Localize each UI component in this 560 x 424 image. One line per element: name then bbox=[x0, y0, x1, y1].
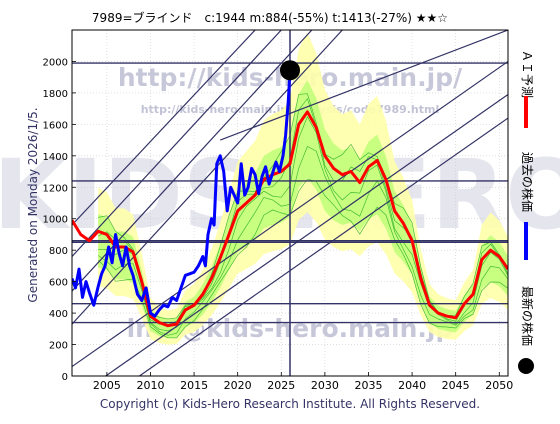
x-tick-label: 2005 bbox=[93, 379, 121, 392]
x-tick-label: 2025 bbox=[267, 379, 295, 392]
generated-note: Generated on Monday 2026/1/5. bbox=[26, 107, 40, 302]
forecast-band-line bbox=[98, 146, 508, 336]
diagonal-channel-line bbox=[72, 30, 256, 226]
legend-label-latest: 最新の株価 bbox=[520, 286, 535, 346]
x-tick-label: 2020 bbox=[224, 379, 252, 392]
y-tick-label: 1400 bbox=[43, 152, 68, 163]
y-tick-label: 1600 bbox=[43, 120, 68, 131]
forecast-bands bbox=[97, 32, 508, 345]
forecast-band-outer bbox=[98, 32, 508, 345]
chart-title: 7989=ブラインド c:1944 m:884(-55%) t:1413(-27… bbox=[92, 10, 448, 25]
y-tick-label: 2000 bbox=[43, 57, 68, 68]
x-tick-label: 2010 bbox=[136, 379, 164, 392]
forecast-band-line bbox=[97, 178, 508, 339]
diagonal-channel-line bbox=[72, 30, 313, 292]
legend: ＡＩ予測 過去の株価 最新の株価 bbox=[518, 50, 535, 374]
forecast-band-inner bbox=[98, 80, 508, 339]
y-axis-ticks: 0 200 400 600 800 1000 1200 1400 1600 1800 2000 bbox=[43, 57, 76, 383]
diagonal-channel-line bbox=[220, 30, 508, 141]
x-tick-label: 2045 bbox=[442, 379, 470, 392]
y-tick-label: 1000 bbox=[43, 215, 68, 226]
latest-marker-layer bbox=[280, 60, 300, 81]
x-tick-label: 2015 bbox=[180, 379, 208, 392]
x-axis-ticks: 2005 2010 2015 2020 2025 2030 2035 2040 2045 2050 bbox=[93, 372, 513, 392]
legend-swatch-latest bbox=[518, 358, 534, 374]
legend-label-ai: ＡＩ予測 bbox=[520, 50, 534, 98]
x-tick-label: 2030 bbox=[311, 379, 339, 392]
past-price-line bbox=[72, 70, 292, 318]
y-tick-label: 200 bbox=[49, 341, 68, 352]
latest-price-dot bbox=[280, 60, 300, 81]
y-tick-label: 600 bbox=[49, 278, 68, 289]
x-tick-label: 2050 bbox=[485, 379, 513, 392]
x-tick-label: 2035 bbox=[354, 379, 382, 392]
diagonal-channel-line bbox=[72, 30, 282, 257]
x-tick-label: 2040 bbox=[398, 379, 426, 392]
y-tick-label: 1800 bbox=[43, 89, 68, 100]
y-tick-label: 0 bbox=[62, 372, 68, 383]
copyright-footer: Copyright (c) Kids-Hero Research Institu… bbox=[100, 397, 480, 411]
y-tick-label: 800 bbox=[49, 246, 68, 257]
reference-lines bbox=[72, 30, 508, 376]
y-tick-label: 1200 bbox=[43, 183, 68, 194]
y-tick-label: 400 bbox=[49, 309, 68, 320]
legend-label-past: 過去の株価 bbox=[520, 152, 535, 212]
series-layer bbox=[72, 70, 508, 328]
forecast-band-line bbox=[98, 115, 508, 332]
diagonal-channel-line bbox=[72, 30, 343, 325]
plot-frame bbox=[71, 29, 509, 377]
